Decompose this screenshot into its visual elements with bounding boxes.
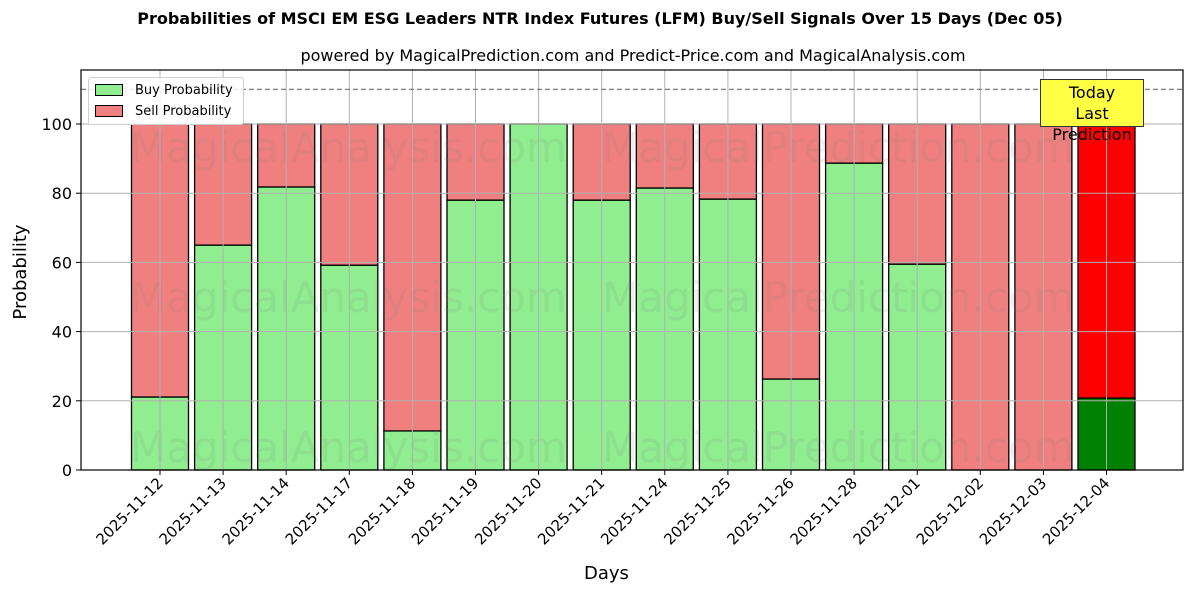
y-tick-label: 80 [52,184,72,203]
x-tick-label: 2025-11-28 [787,474,861,548]
x-tick-label: 2025-11-26 [723,474,797,548]
x-tick-label: 2025-11-14 [219,474,293,548]
today-annotation: Today Last Prediction [1040,79,1144,144]
today-annotation-line2: Last Prediction [1052,104,1132,144]
chart-subtitle: powered by MagicalPrediction.com and Pre… [300,46,966,65]
watermark-text: MagicalPrediction.com [602,123,1075,172]
x-tick-label: 2025-11-19 [408,474,482,548]
x-tick-label: 2025-12-03 [976,474,1050,548]
today-annotation-line1: Today [1068,83,1116,102]
watermark-text: MagicalAnalysis.com [130,273,567,322]
sell-swatch-icon [95,105,123,117]
legend-sell-label: Sell Probability [135,103,232,119]
legend-buy-label: Buy Probability [135,82,233,98]
y-tick-label: 40 [52,323,72,342]
legend-item-buy: Buy Probability [95,82,233,98]
x-tick-label: 2025-11-17 [282,474,356,548]
y-tick-label: 20 [52,392,72,411]
watermark-text: MagicalPrediction.com [602,273,1075,322]
x-tick-label: 2025-11-13 [156,474,230,548]
axes-frame [80,69,1184,471]
x-tick-label: 2025-11-20 [471,474,545,548]
chart-title: Probabilities of MSCI EM ESG Leaders NTR… [137,9,1063,28]
legend: Buy Probability Sell Probability [88,77,244,125]
watermark-text: MagicalPrediction.com [602,423,1075,472]
x-tick-label: 2025-11-24 [597,474,671,548]
x-tick-label: 2025-11-18 [345,474,419,548]
buy-swatch-icon [95,84,123,96]
legend-item-sell: Sell Probability [95,103,231,119]
y-tick-label: 60 [52,253,72,272]
x-tick-label: 2025-11-21 [534,474,608,548]
x-tick-label: 2025-11-25 [660,474,734,548]
watermark-text: MagicalAnalysis.com [130,423,567,472]
x-tick-label: 2025-12-01 [850,474,924,548]
x-tick-label: 2025-11-12 [92,474,166,548]
y-tick-label: 0 [62,461,72,480]
y-axis-label: Probability [10,224,31,320]
y-tick-label: 100 [41,115,72,134]
x-tick-label: 2025-12-04 [1039,474,1113,548]
x-tick-label: 2025-12-02 [913,474,987,548]
watermark-text: MagicalAnalysis.com [130,123,567,172]
x-axis-label: Days [584,563,629,584]
